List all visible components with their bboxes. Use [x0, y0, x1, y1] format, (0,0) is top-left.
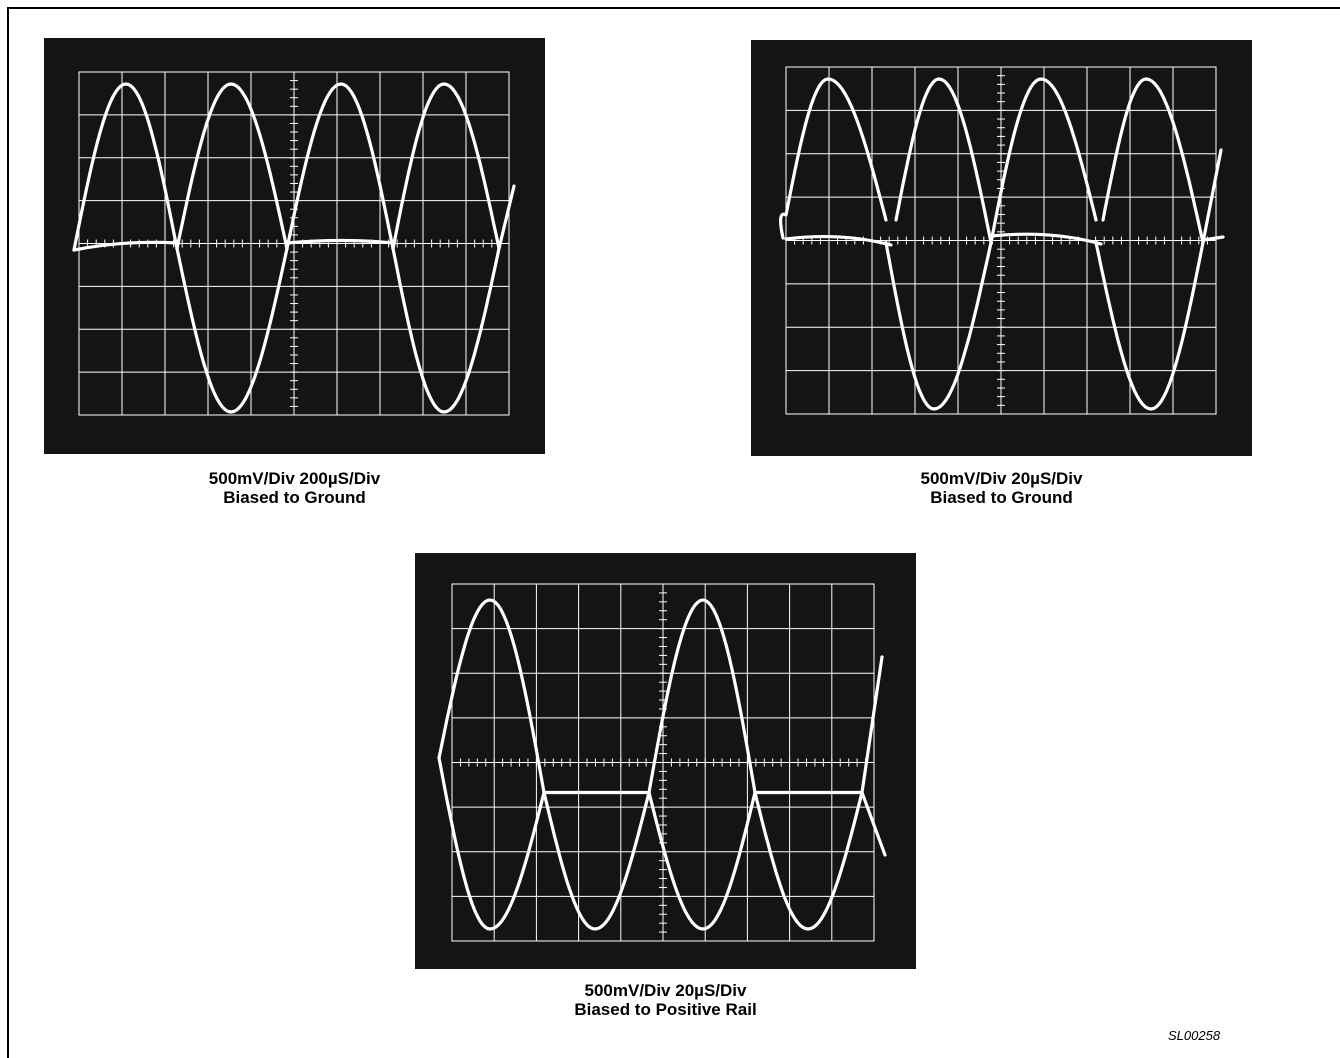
waveform-baseline [1201, 235, 1225, 242]
waveform-upper-lobe [989, 77, 1098, 245]
oscilloscope-screen-3 [415, 553, 916, 969]
caption-3-bias: Biased to Positive Rail [574, 1000, 757, 1019]
oscilloscope-plot-1 [72, 71, 516, 416]
oscilloscope-plot-3 [437, 583, 887, 942]
waveform-baseline [285, 238, 395, 245]
oscilloscope-screen-2 [751, 40, 1252, 456]
waveform-baseline [989, 232, 1103, 246]
caption-2-scale: 500mV/Div 20µS/Div [920, 469, 1083, 488]
caption-1: 500mV/Div 200µS/Div Biased to Ground [44, 469, 545, 507]
waveform-upper-lobe [779, 77, 888, 240]
waveform-upper-lobe [1101, 77, 1205, 245]
waveform-lower-lobe [175, 246, 289, 414]
waveform-baseline [72, 240, 179, 252]
caption-2: 500mV/Div 20µS/Div Biased to Ground [751, 469, 1252, 507]
caption-1-scale: 500mV/Div 200µS/Div [208, 469, 381, 488]
waveform-upper-lobe [391, 82, 501, 251]
waveform-lower-lobe [1094, 240, 1205, 411]
waveform-segment [497, 184, 516, 251]
waveform-upper-lobe [72, 82, 179, 252]
waveform-upper-lobe [285, 82, 395, 251]
caption-1-bias: Biased to Ground [223, 488, 366, 507]
waveform-segment [860, 655, 884, 795]
oscilloscope-screen-1 [44, 38, 545, 454]
waveform-baseline [784, 234, 893, 247]
waveform-upper-lobe [437, 598, 546, 795]
waveform-upper-lobe [894, 77, 993, 245]
figure-frame [7, 7, 1340, 1058]
graticule-ticks [451, 583, 875, 942]
oscilloscope-plot-2 [779, 66, 1225, 415]
waveform-lower-lobe [753, 790, 864, 931]
waveform-lower-lobe [542, 790, 651, 931]
waveform-upper-lobe [175, 82, 289, 251]
caption-2-bias: Biased to Ground [930, 488, 1073, 507]
waveform-lower-lobe [391, 246, 501, 414]
waveform-upper-lobe [647, 598, 757, 795]
graticule-ticks [78, 71, 510, 416]
waveform-lower-lobe [647, 790, 757, 931]
waveform-segment [860, 790, 887, 857]
figure-id: SL00258 [1168, 1028, 1221, 1043]
caption-3-scale: 500mV/Div 20µS/Div [584, 981, 747, 1000]
waveform-lower-lobe [884, 240, 993, 411]
waveform-segment [1201, 148, 1223, 245]
caption-3: 500mV/Div 20µS/Div Biased to Positive Ra… [415, 981, 916, 1019]
waveform-lower-lobe [437, 756, 546, 931]
